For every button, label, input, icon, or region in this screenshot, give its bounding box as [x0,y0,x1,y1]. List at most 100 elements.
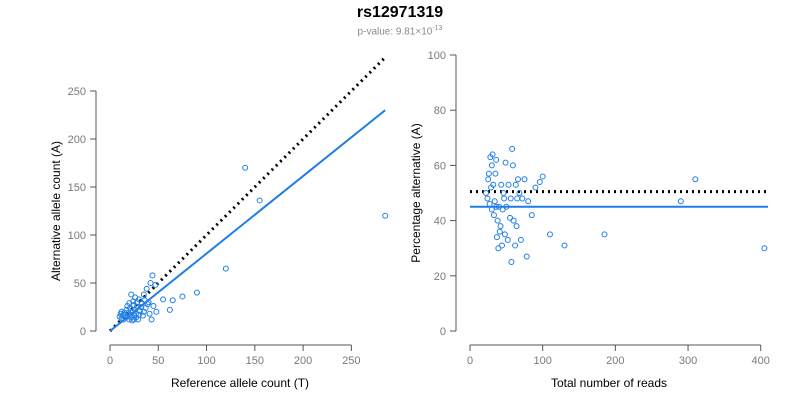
panel-2: 0 100 200 300 400 0 20 40 60 80 100 Total number of… [409,50,770,390]
data-point [149,272,156,279]
data-point [136,307,143,314]
x-tick-label: 0 [467,355,473,367]
data-point [601,231,608,238]
data-point [169,297,176,304]
data-point [485,170,492,177]
data-point [488,206,495,213]
data-point [135,311,142,318]
data-point [485,176,492,183]
y-tick-label: 80 [434,105,446,117]
data-point [488,162,495,169]
data-point [525,198,532,205]
data-point [482,190,489,196]
y-tick-label: 0 [80,326,86,338]
data-point [507,195,514,202]
data-point [509,145,516,152]
data-point [133,310,140,317]
data-point [193,289,200,296]
data-point [145,299,152,306]
data-point [692,176,699,183]
data-point [677,198,684,205]
data-point [489,151,496,158]
data-point [491,198,498,205]
x-tick-label: 50 [152,355,164,367]
data-point [496,228,503,235]
data-point [150,303,157,310]
y-tick-label: 50 [74,278,86,290]
data-point [160,296,167,303]
data-point [521,176,528,183]
data-point [514,176,521,183]
data-point [222,265,229,272]
data-point [166,306,173,313]
y-tick-label: 60 [434,160,446,172]
data-point [147,280,154,286]
data-point [490,212,497,219]
x-tick-label: 100 [197,355,215,367]
x-tick-label: 150 [246,355,264,367]
y-axis-label: Alternative allele count (A) [49,141,63,281]
x-tick-label: 0 [107,355,113,367]
data-point [242,164,249,171]
y-tick-label: 40 [434,216,446,228]
data-point [504,236,511,243]
y-tick-label: 200 [68,134,86,146]
data-point [500,190,507,196]
x-axis-label: Reference allele count (T) [171,376,309,390]
data-point [140,291,147,298]
data-point [539,173,546,180]
data-point [125,309,132,316]
x-tick-label: 100 [534,355,552,367]
data-point [510,217,517,224]
data-point [498,242,505,249]
pvalue-text: p-value: 9.81×10 [357,26,433,38]
data-point [513,223,520,230]
data-point [761,245,768,252]
data-point [512,242,519,249]
data-point [493,156,500,163]
y-tick-label: 250 [68,86,86,98]
data-point [532,184,539,191]
data-point [493,203,500,210]
data-point [146,310,153,317]
y-tick-label: 0 [440,326,446,338]
data-point [486,201,493,208]
data-point [492,170,499,177]
y-tick-label: 150 [68,182,86,194]
data-point [179,293,186,300]
data-point [523,253,530,260]
panel-1: 0 50 100 150 200 250 0 50 100 150 200 250 Reference … [49,56,389,390]
data-point [135,296,142,303]
data-point [536,178,543,185]
data-point [509,162,516,169]
data-point [143,285,150,292]
pvalue-exponent: -13 [432,25,443,32]
data-point [501,231,508,238]
x-tick-label: 400 [752,355,770,367]
data-point [498,181,505,188]
data-point [503,203,510,210]
y-tick-label: 100 [68,230,86,242]
data-point [501,195,508,202]
data-point [139,312,146,319]
y-tick-label: 20 [434,271,446,283]
data-point [131,316,138,323]
data-point [148,316,155,323]
data-point [561,242,568,249]
data-point [516,190,523,196]
data-point [497,223,504,230]
data-point [508,259,515,265]
data-point [152,281,159,288]
y-axis-label: Percentage alternative (A) [409,123,423,262]
data-point [493,234,500,241]
x-tick-label: 200 [606,355,624,367]
x-axis-label: Total number of reads [551,376,667,390]
data-point [153,308,160,315]
data-point [128,291,135,298]
data-point [505,181,512,188]
data-point [512,181,519,188]
data-point [490,181,497,188]
chart-title: rs12971319 [356,4,444,21]
